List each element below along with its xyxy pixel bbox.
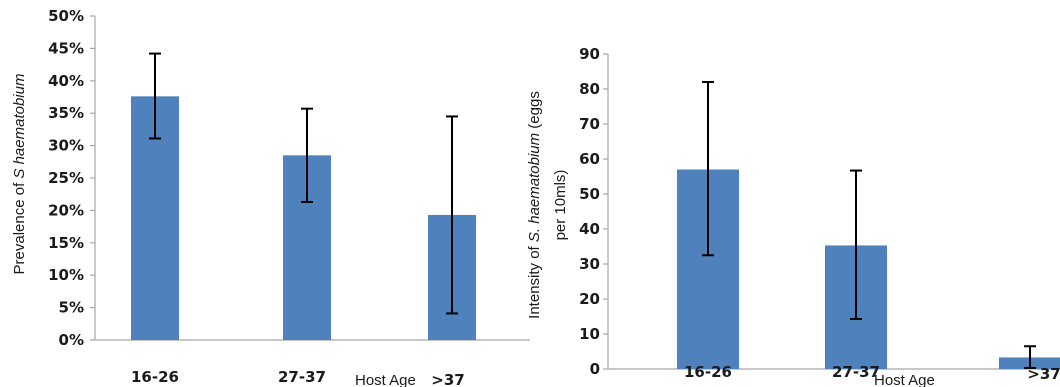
intensity-x-axis-label: Host Age (874, 372, 935, 387)
prevalence-y-tick-label: 0% (59, 331, 84, 349)
prevalence-category-label: 27-37 (278, 368, 326, 386)
intensity-y-tick-label: 30 (579, 255, 600, 273)
prevalence-y-axis-label: Prevalence of S haematobium (11, 74, 28, 275)
intensity-y-tick-label: 10 (579, 325, 600, 343)
prevalence-y-tick-label: 20% (48, 201, 84, 219)
intensity-y-tick-label: 70 (579, 115, 600, 133)
prevalence-x-axis-label: Host Age (355, 372, 416, 387)
intensity-chart: 0 10 20 30 40 50 60 70 80 90 16-26 27-37 >37 Intens… (526, 45, 1060, 387)
prevalence-y-tick-label: 15% (48, 234, 84, 252)
prevalence-category-label: 16-26 (131, 368, 179, 386)
intensity-y-tick-label: 50 (579, 185, 600, 203)
intensity-y-tick-label: 60 (579, 150, 600, 168)
intensity-category-label: 27-37 (832, 363, 880, 381)
intensity-error-bar (1024, 345, 1036, 369)
intensity-y-axis-label-line2: per 10mls) (552, 170, 569, 241)
prevalence-y-tick-label: 50% (48, 7, 84, 25)
prevalence-y-tick-label: 30% (48, 137, 84, 155)
prevalence-y-tick-label: 25% (48, 169, 84, 187)
prevalence-error-bar (149, 52, 161, 140)
intensity-y-tick-label: 80 (579, 80, 600, 98)
intensity-error-bar (850, 169, 862, 320)
prevalence-category-label: >37 (431, 371, 464, 387)
intensity-y-axis-label: Intensity of S. haematobium (eggs (526, 91, 543, 319)
prevalence-y-tick-label: 35% (48, 104, 84, 122)
prevalence-chart: 0% 5% 10% 15% 20% 25% 30% 35% 40% 45% 50% 16-26 27-… (11, 7, 530, 387)
intensity-y-tick-label: 90 (579, 45, 600, 63)
prevalence-y-tick-label: 5% (59, 299, 84, 317)
intensity-category-label: >37 (1027, 365, 1060, 383)
prevalence-error-bar (301, 107, 313, 203)
intensity-category-label: 16-26 (684, 363, 732, 381)
prevalence-y-tick-label: 10% (48, 266, 84, 284)
prevalence-y-tick-label: 45% (48, 39, 84, 57)
intensity-y-tick-label: 20 (579, 290, 600, 308)
intensity-error-bar (702, 81, 714, 257)
prevalence-y-tick-label: 40% (48, 72, 84, 90)
intensity-y-tick-label: 40 (579, 220, 600, 238)
intensity-y-tick-label: 0 (590, 360, 600, 378)
prevalence-error-bar (446, 115, 458, 315)
